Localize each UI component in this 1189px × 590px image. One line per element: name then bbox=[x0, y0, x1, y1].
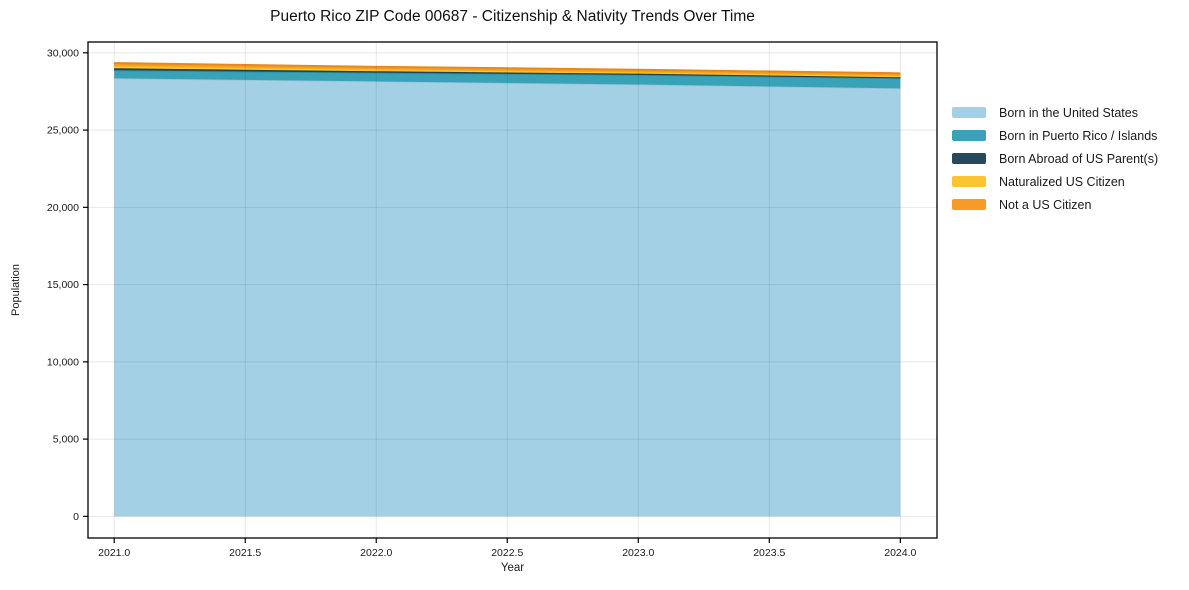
legend-swatch-icon bbox=[952, 107, 986, 118]
x-tick-label: 2024.0 bbox=[884, 547, 916, 559]
legend: Born in the United States Born in Puerto… bbox=[952, 101, 1158, 216]
legend-swatch-icon bbox=[952, 199, 986, 210]
legend-item-born-in-the-united-states: Born in the United States bbox=[952, 101, 1158, 124]
x-tick-label: 2022.5 bbox=[491, 547, 523, 559]
x-tick-label: 2023.5 bbox=[753, 547, 785, 559]
legend-item-not-a-us-citizen: Not a US Citizen bbox=[952, 193, 1158, 216]
legend-label: Born in the United States bbox=[999, 105, 1138, 120]
x-tick-label: 2022.0 bbox=[360, 547, 392, 559]
x-axis-label: Year bbox=[500, 562, 525, 574]
area-born-in-the-united-states bbox=[114, 78, 901, 517]
y-tick-label: 10,000 bbox=[47, 356, 79, 368]
y-tick-label: 15,000 bbox=[47, 279, 79, 291]
area-born-in-puerto-rico-islands bbox=[114, 70, 901, 89]
area-edge-not-a-us-citizen bbox=[114, 62, 901, 75]
y-tick-label: 30,000 bbox=[47, 47, 79, 59]
legend-label: Born in Puerto Rico / Islands bbox=[999, 128, 1158, 143]
legend-label: Not a US Citizen bbox=[999, 197, 1092, 212]
chart-title: Puerto Rico ZIP Code 00687 - Citizenship… bbox=[270, 8, 755, 25]
legend-label: Born Abroad of US Parent(s) bbox=[999, 151, 1159, 166]
y-tick-label: 20,000 bbox=[47, 202, 79, 214]
x-tick-label: 2023.0 bbox=[622, 547, 654, 559]
legend-item-born-in-puerto-rico-islands: Born in Puerto Rico / Islands bbox=[952, 124, 1158, 147]
legend-item-naturalized-us-citizen: Naturalized US Citizen bbox=[952, 170, 1158, 193]
area-edge-naturalized-us-citizen bbox=[114, 64, 901, 77]
legend-item-born-abroad-of-us-parents: Born Abroad of US Parent(s) bbox=[952, 147, 1158, 170]
legend-label: Naturalized US Citizen bbox=[999, 174, 1125, 189]
y-tick-label: 0 bbox=[73, 511, 79, 523]
y-tick-label: 25,000 bbox=[47, 125, 79, 137]
x-tick-label: 2021.0 bbox=[98, 547, 130, 559]
legend-swatch-icon bbox=[952, 176, 986, 187]
legend-swatch-icon bbox=[952, 130, 986, 141]
x-tick-label: 2021.5 bbox=[229, 547, 261, 559]
y-tick-label: 5,000 bbox=[53, 434, 79, 446]
plot-frame bbox=[87, 41, 938, 539]
legend-swatch-icon bbox=[952, 153, 986, 164]
y-axis-label: Population bbox=[10, 264, 22, 316]
